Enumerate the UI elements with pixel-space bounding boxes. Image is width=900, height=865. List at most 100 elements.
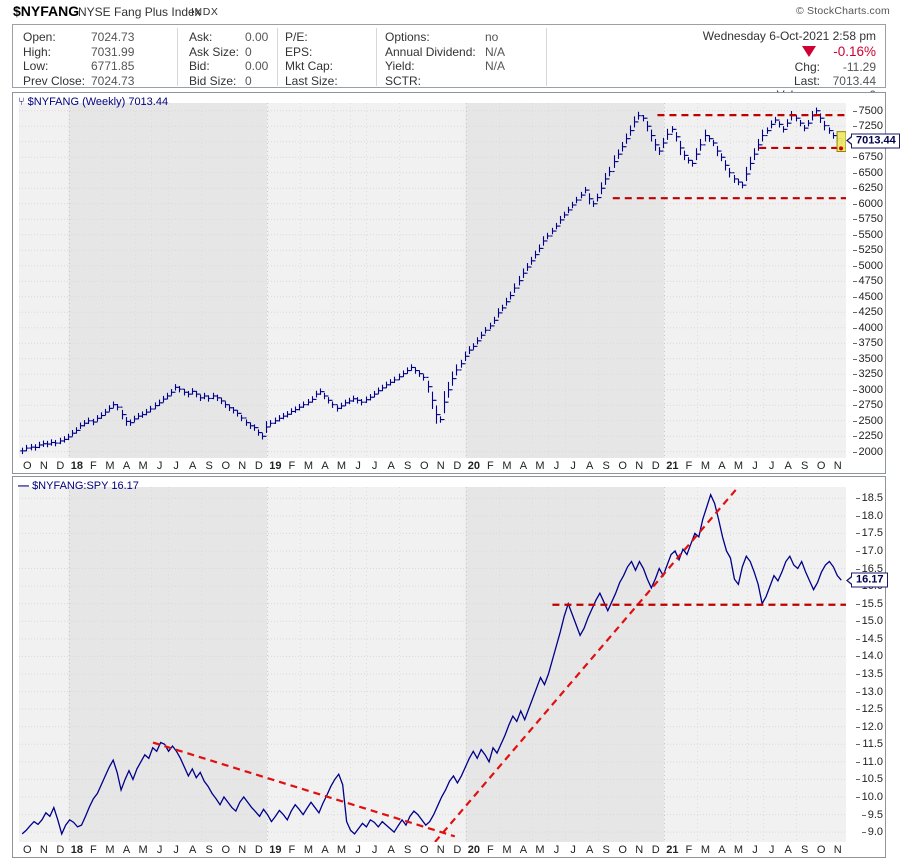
y-axis-tick-label: 6500: [852, 166, 883, 179]
x-axis-tick-label: 20: [467, 460, 480, 472]
x-axis-tick-label: A: [519, 460, 528, 472]
x-axis-tick-label: J: [371, 844, 378, 856]
ohlc-bar-series: [20, 107, 844, 455]
quote-label: Low:: [23, 59, 49, 73]
quote-column-dividend: Options: no Annual Dividend: N/A Yield: N/A SC…: [385, 30, 505, 88]
quote-row: High: 7031.99: [23, 45, 134, 60]
y-axis-tick-label: 4250: [852, 306, 883, 319]
ratio-plot-area[interactable]: [19, 487, 846, 842]
quote-label: Prev Close:: [23, 73, 86, 88]
x-axis-tick-label: S: [800, 844, 809, 856]
x-axis-tick-label: A: [188, 844, 197, 856]
quote-datetime: Wednesday 6-Oct-2021 2:58 pm: [702, 29, 876, 43]
x-axis-tick-label: F: [90, 460, 97, 472]
price-plot-area[interactable]: [19, 103, 846, 458]
last-value: 7013.44: [832, 74, 876, 88]
x-axis-tick-label: J: [355, 460, 361, 472]
x-axis-tick-label: M: [138, 844, 148, 856]
ascending-trendline: [434, 487, 740, 842]
ratio-legend-label: $NYFANG:SPY 16.17: [32, 480, 139, 492]
x-axis-tick-label: S: [800, 460, 809, 472]
x-axis-tick-label: N: [635, 460, 644, 472]
quote-value: no: [485, 30, 499, 44]
y-axis-tick-label: 11.0: [856, 755, 883, 768]
x-axis-tick-label: S: [205, 460, 213, 472]
x-axis-tick-label: A: [585, 844, 594, 856]
x-axis-tick-label: O: [419, 460, 429, 472]
price-y-axis: 2000 2250 2500 2750 3000 3250 3500 3750 4000 4250…: [846, 103, 885, 458]
quote-row: SCTR:: [385, 74, 505, 89]
price-current-value-tag: 7013.44: [846, 133, 900, 149]
y-axis-tick-label: 10.5: [855, 773, 883, 786]
x-axis-tick-label: J: [371, 460, 378, 472]
quote-row: Low: 6771.85: [23, 59, 134, 74]
quote-last-row: Last: 7013.44: [794, 74, 876, 88]
x-axis-tick-label: F: [685, 460, 693, 472]
y-axis-tick-label: 5500: [852, 228, 883, 241]
ratio-y-axis: 9.0 9.5 10.0 10.5 11.0 11.5 12.0 12.5 13.0 13.5 14…: [846, 487, 885, 842]
ratio-chart-pane[interactable]: 9.0 9.5 10.0 10.5 11.0 11.5 12.0 12.5 13.0 13.5 14…: [12, 476, 888, 858]
x-axis-tick-label: D: [56, 844, 65, 856]
x-axis-tick-label: M: [535, 844, 545, 856]
x-axis-tick-label: F: [487, 460, 494, 472]
x-axis-tick-label: J: [768, 460, 775, 472]
y-axis-tick-label: 15.5: [855, 597, 883, 610]
x-axis-tick-label: N: [635, 844, 644, 856]
x-axis-tick-label: J: [355, 844, 361, 856]
x-axis-tick-label: 21: [666, 460, 679, 472]
x-axis-tick-label: M: [502, 460, 512, 472]
y-axis-tick-label: 3500: [852, 352, 883, 365]
x-axis-tick-label: M: [700, 460, 710, 472]
price-chart-pane[interactable]: 2000 2250 2500 2750 3000 3250 3500 3750 4000 4250…: [12, 92, 900, 474]
quote-label: Last Size:: [285, 73, 338, 88]
x-axis-tick-label: O: [22, 460, 32, 472]
x-axis-tick-label: 19: [269, 460, 282, 472]
y-axis-tick-label: 18.0: [855, 509, 883, 522]
quote-label: SCTR:: [385, 73, 421, 88]
y-axis-tick-label: 7500: [852, 104, 883, 117]
x-axis-tick-label: D: [453, 460, 462, 472]
x-axis-tick-label: A: [122, 460, 131, 472]
quote-column-bidask: Ask: 0.00 Ask Size: 0 Bid: 0.00 Bid Size: 0: [189, 30, 268, 88]
quote-panel: Open: 7024.73 High: 7031.99 Low: 6771.85 Prev …: [12, 24, 886, 102]
quote-row: Last Size:: [285, 74, 345, 89]
quote-column-fundamentals: P/E: EPS: Mkt Cap: Last Size:: [285, 30, 345, 88]
x-axis-tick-label: D: [453, 844, 462, 856]
quote-value: N/A: [485, 44, 506, 59]
x-axis-tick-label: J: [768, 844, 775, 856]
line-chart-icon: —: [18, 480, 29, 492]
x-axis-tick-label: N: [39, 460, 48, 472]
y-axis-tick-label: 6750: [852, 151, 883, 164]
quote-column-price: Open: 7024.73 High: 7031.99 Low: 6771.85 Prev …: [23, 30, 134, 88]
x-axis-tick-label: M: [502, 844, 512, 856]
quote-row: EPS:: [285, 45, 345, 60]
title-bar: $NYFANG NYSE Fang Plus Index INDX © Stoc…: [0, 0, 900, 22]
y-axis-tick-label: 14.5: [855, 632, 883, 645]
x-axis-tick-label: 21: [666, 844, 679, 856]
x-axis-tick-label: M: [535, 460, 545, 472]
x-axis-tick-label: A: [718, 460, 726, 472]
x-axis-tick-label: M: [733, 460, 744, 472]
quote-row: Ask Size: 0: [189, 45, 268, 60]
down-triangle-icon: [802, 46, 817, 57]
x-axis-tick-label: A: [387, 844, 395, 856]
x-axis-tick-label: A: [122, 844, 131, 856]
y-axis-tick-label: 3750: [852, 337, 883, 350]
last-bar-highlight: [836, 131, 846, 152]
x-axis-tick-label: 18: [70, 844, 83, 856]
x-axis-tick-label: A: [718, 844, 726, 856]
ratio-line-series: [21, 492, 842, 836]
quote-divider: [277, 28, 278, 86]
change-label: Chg:: [794, 60, 820, 74]
x-axis-tick-label: J: [570, 460, 576, 472]
quote-row: Prev Close: 7024.73: [23, 74, 134, 89]
quote-label: Mkt Cap:: [285, 59, 334, 73]
change-value: -11.29: [842, 60, 876, 74]
quote-row: Options: no: [385, 30, 505, 45]
quote-label: Bid:: [189, 59, 210, 73]
y-axis-tick-label: 6000: [852, 197, 883, 210]
quote-value: N/A: [485, 59, 506, 73]
y-axis-tick-label: 13.0: [855, 685, 883, 698]
x-axis-tick-label: M: [336, 460, 347, 472]
y-axis-tick-label: 10.0: [855, 791, 883, 803]
